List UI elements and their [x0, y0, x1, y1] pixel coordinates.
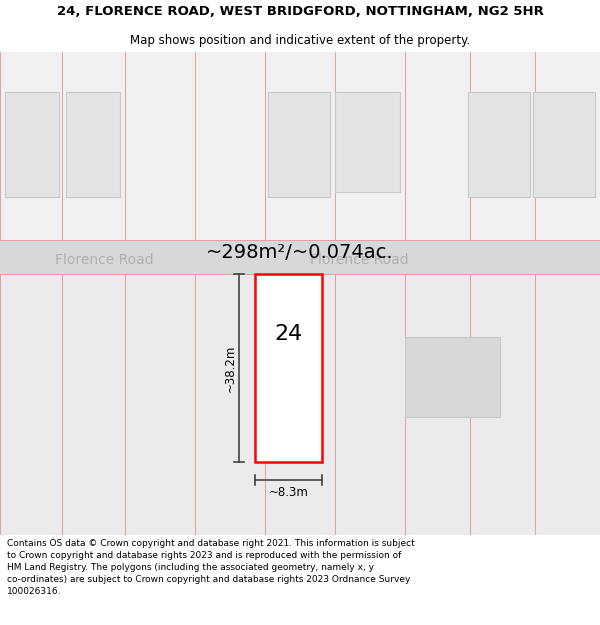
Bar	[5, 92, 59, 197]
Text: Map shows position and indicative extent of the property.: Map shows position and indicative extent…	[130, 34, 470, 47]
Bar	[268, 92, 330, 197]
Bar	[0, 274, 600, 535]
Text: ~298m²/~0.074ac.: ~298m²/~0.074ac.	[206, 242, 394, 261]
Bar	[468, 92, 530, 197]
Bar	[0, 274, 600, 535]
Bar	[335, 92, 400, 192]
Bar	[0, 52, 600, 240]
Bar	[533, 92, 595, 197]
Bar	[255, 274, 322, 462]
Text: Florence Road: Florence Road	[55, 253, 154, 267]
Text: 24: 24	[274, 324, 302, 344]
Text: ~8.3m: ~8.3m	[269, 486, 308, 499]
Text: Contains OS data © Crown copyright and database right 2021. This information is : Contains OS data © Crown copyright and d…	[7, 539, 415, 596]
Bar	[66, 92, 120, 197]
Bar	[405, 337, 500, 417]
Text: 24, FLORENCE ROAD, WEST BRIDGFORD, NOTTINGHAM, NG2 5HR: 24, FLORENCE ROAD, WEST BRIDGFORD, NOTTI…	[56, 5, 544, 18]
Text: Florence Road: Florence Road	[310, 253, 409, 267]
Text: ~38.2m: ~38.2m	[223, 344, 236, 392]
Bar	[0, 240, 600, 274]
